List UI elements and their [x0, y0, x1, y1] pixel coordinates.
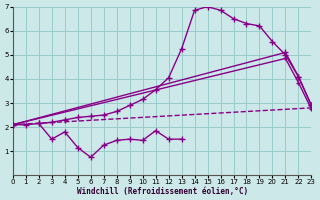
X-axis label: Windchill (Refroidissement éolien,°C): Windchill (Refroidissement éolien,°C) — [76, 187, 248, 196]
